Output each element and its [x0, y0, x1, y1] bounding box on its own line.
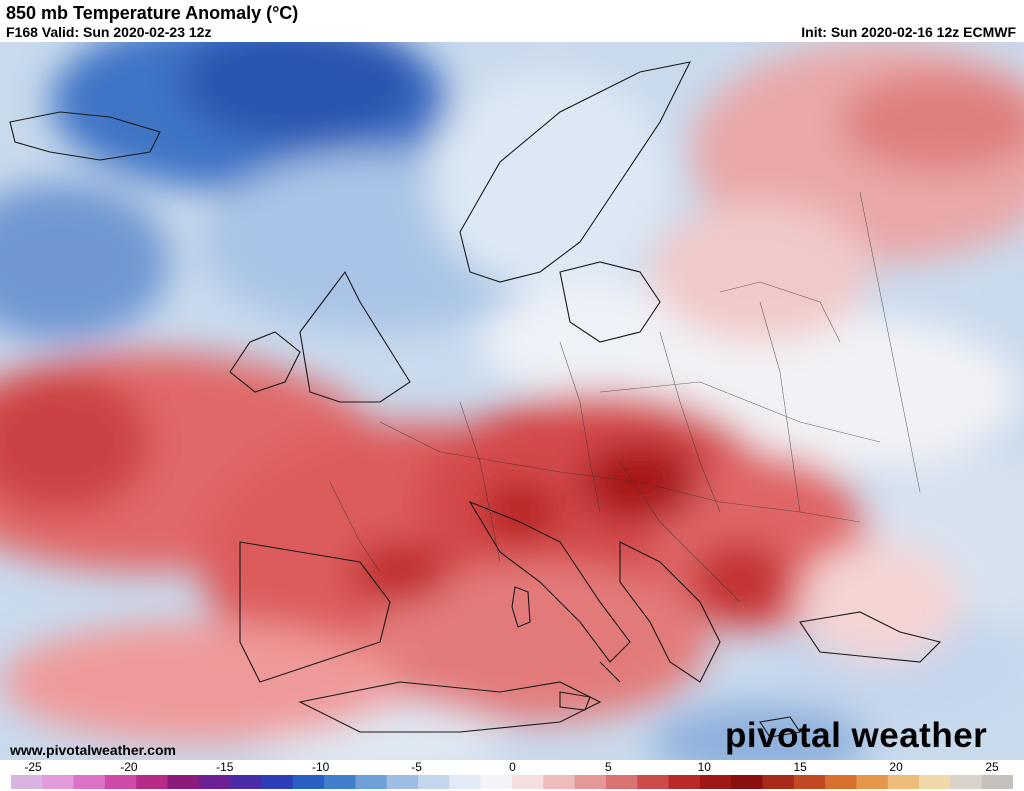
color-scale-bar: [11, 775, 1013, 789]
color-scale-swatch: [793, 775, 826, 789]
valid-time: F168 Valid: Sun 2020-02-23 12z: [6, 24, 212, 40]
color-scale-swatch: [198, 775, 231, 789]
color-scale-tick-label: -25: [24, 760, 42, 774]
map-title: 850 mb Temperature Anomaly (°C): [6, 3, 299, 23]
color-scale-swatch: [950, 775, 983, 789]
color-scale-tick-label: 25: [985, 760, 999, 774]
color-scale-swatch: [261, 775, 294, 789]
color-scale-ticks: -25 -20 -15 -10 -5 0 5 10 15 20 25: [0, 760, 1024, 776]
color-scale-swatch: [418, 775, 450, 789]
color-scale-swatch: [11, 775, 43, 789]
color-scale-tick-label: -10: [312, 760, 330, 774]
site-url[interactable]: www.pivotalweather.com: [10, 742, 176, 758]
color-scale-swatch: [292, 775, 325, 789]
color-scale-swatch: [42, 775, 75, 789]
color-scale-swatch: [856, 775, 889, 789]
color-scale-tick-label: 10: [697, 760, 711, 774]
color-scale-swatch: [887, 775, 920, 789]
brand-logo: pivotal weather: [725, 716, 988, 755]
borders: [329, 191, 921, 603]
anomaly-field: [0, 42, 1024, 760]
color-scale-swatch: [825, 775, 857, 789]
color-scale-swatch: [104, 775, 137, 789]
temperature-anomaly-map[interactable]: [0, 42, 1024, 760]
color-scale-tick-label: -5: [411, 760, 422, 774]
color-scale-swatch: [637, 775, 670, 789]
color-scale-swatch: [512, 775, 544, 789]
color-scale-swatch: [480, 775, 513, 789]
color-scale-swatch: [762, 775, 795, 789]
color-scale-tick-label: 5: [605, 760, 612, 774]
color-scale-tick-label: -20: [120, 760, 138, 774]
color-scale-swatch: [355, 775, 388, 789]
color-scale-swatch: [167, 775, 200, 789]
color-scale-tick-label: 20: [889, 760, 903, 774]
color-scale-swatch: [699, 775, 732, 789]
color-scale-swatch: [324, 775, 356, 789]
map-svg: [0, 42, 1024, 760]
color-scale-tick-label: 0: [509, 760, 516, 774]
color-scale-swatch: [73, 775, 106, 789]
color-scale-swatch: [981, 775, 1013, 789]
color-scale-swatch: [230, 775, 262, 789]
color-scale-swatch: [731, 775, 763, 789]
color-scale-swatch: [919, 775, 951, 789]
header: 850 mb Temperature Anomaly (°C) F168 Val…: [0, 0, 1024, 42]
color-scale-swatch: [605, 775, 638, 789]
color-scale-swatch: [386, 775, 419, 789]
color-scale-swatch: [136, 775, 169, 789]
coastlines: [9, 61, 942, 738]
init-time: Init: Sun 2020-02-16 12z ECMWF: [801, 24, 1016, 40]
color-scale-tick-label: 15: [793, 760, 807, 774]
color-scale-tick-label: -15: [216, 760, 234, 774]
color-scale-swatch: [574, 775, 607, 789]
color-scale-swatch: [668, 775, 701, 789]
color-scale-swatch: [543, 775, 576, 789]
color-scale-swatch: [449, 775, 482, 789]
